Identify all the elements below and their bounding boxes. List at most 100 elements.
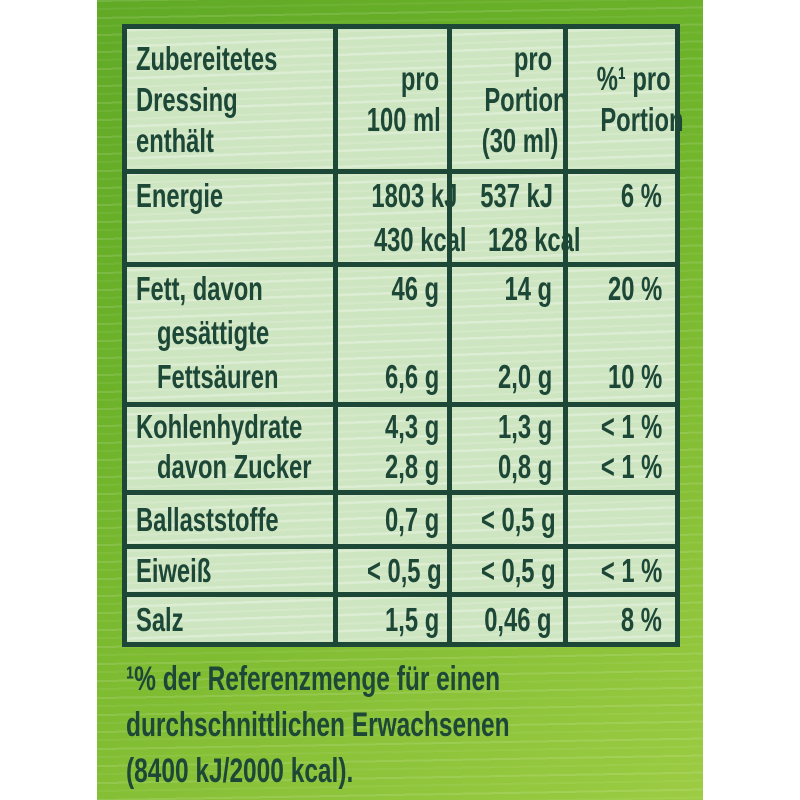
- value-text: < 1 %: [600, 408, 662, 445]
- label-cell: Ballaststoffe: [127, 495, 333, 544]
- label-cell: Kohlenhydrate davon Zucker: [127, 407, 333, 490]
- header-text: Zubereitetes: [136, 39, 278, 77]
- value-line: 4,3 g: [338, 408, 439, 446]
- label-text: Salz: [136, 600, 184, 638]
- value-line: 8 %: [568, 601, 662, 639]
- value-text: 0,46 g: [484, 600, 552, 638]
- per100-cell: 0,7 g: [333, 495, 447, 544]
- value-line: 0,46 g: [452, 601, 552, 639]
- label-text: Fettsäuren: [157, 358, 279, 395]
- header-text: %¹ pro: [596, 60, 671, 97]
- header-portion-cell: pro Portion (30 ml): [447, 29, 567, 169]
- value-line: 1,3 g: [452, 408, 552, 446]
- value-line: < 1 %: [568, 552, 662, 590]
- header-line: pro: [338, 58, 439, 99]
- label-cell: Salz: [127, 597, 333, 642]
- header-line: 100 ml: [338, 99, 441, 140]
- per100-cell: 1,5 g: [333, 597, 447, 642]
- value-line: 6 %: [568, 174, 662, 218]
- value-text: < 1 %: [600, 551, 662, 589]
- header-text: Portion: [484, 80, 568, 118]
- label-text: gesättigte: [157, 314, 270, 351]
- portion-cell: < 0,5 g: [447, 549, 563, 592]
- value-line: 128 kcal: [452, 218, 580, 262]
- value-text: 46 g: [391, 270, 439, 307]
- header-line: enthält: [136, 120, 333, 161]
- reference-footnote: ¹% der Referenzmenge für einen durchschn…: [126, 656, 686, 794]
- value-line: 0,8 g: [452, 448, 552, 486]
- value-text: 1803 kJ: [371, 177, 458, 214]
- value-text: 430 kcal: [373, 221, 467, 258]
- portion-cell: 537 kJ 128 kcal: [447, 174, 580, 262]
- value-line: 6,6 g: [338, 358, 439, 396]
- header-per100-cell: pro 100 ml: [333, 29, 447, 169]
- header-percent-cell: %¹ pro Portion: [563, 29, 683, 169]
- header-line: Dressing: [136, 79, 333, 120]
- portion-cell: < 0,5 g: [447, 495, 563, 544]
- header-line: %¹ pro: [568, 58, 671, 99]
- percent-cell: < 1 %: [563, 549, 675, 592]
- value-line: 1,5 g: [338, 601, 439, 639]
- table-row-energie: Energie 1803 kJ 430 kcal 537 kJ 128 kcal…: [127, 174, 675, 267]
- footnote-text: ¹% der Referenzmenge für einen: [126, 660, 501, 698]
- label-cell: Fett, davon gesättigte Fettsäuren: [127, 267, 333, 402]
- header-text: pro: [513, 39, 552, 77]
- label-text: davon Zucker: [157, 448, 312, 485]
- value-text: 10 %: [607, 358, 662, 395]
- percent-cell: [563, 495, 675, 544]
- value-text: 8 %: [621, 600, 662, 638]
- value-text: 4,3 g: [384, 408, 439, 445]
- value-text: 0,7 g: [384, 500, 439, 538]
- header-text: (30 ml): [481, 121, 559, 159]
- label-line: Ballaststoffe: [136, 501, 333, 539]
- table-row-kohlenhydrate: Kohlenhydrate davon Zucker 4,3 g 2,8 g 1…: [127, 407, 675, 495]
- value-text: 20 %: [607, 270, 662, 307]
- header-product-cell: Zubereitetes Dressing enthält: [127, 29, 333, 169]
- value-text: < 1 %: [600, 448, 662, 485]
- value-line: 46 g: [338, 270, 439, 308]
- per100-cell: 4,3 g 2,8 g: [333, 407, 447, 490]
- value-line: < 0,5 g: [452, 501, 556, 539]
- value-text: 6,6 g: [384, 358, 439, 395]
- table-row-ballaststoffe: Ballaststoffe 0,7 g < 0,5 g: [127, 495, 675, 549]
- value-text: < 0,5 g: [481, 500, 556, 538]
- footnote-line: durchschnittlichen Erwachsenen: [126, 702, 686, 748]
- value-text: < 0,5 g: [367, 551, 442, 589]
- label-line: Eiweiß: [136, 552, 333, 590]
- nutrition-table: Zubereitetes Dressing enthält pro 100 ml…: [122, 24, 683, 647]
- value-text: 6 %: [621, 177, 662, 214]
- table-row-fett: Fett, davon gesättigte Fettsäuren 46 g 6…: [127, 267, 675, 407]
- label-line: davon Zucker: [136, 448, 333, 486]
- footnote-line: ¹% der Referenzmenge für einen: [126, 656, 686, 702]
- label-line: Salz: [136, 601, 333, 639]
- value-line: < 1 %: [568, 408, 662, 446]
- percent-cell: 6 %: [563, 174, 675, 262]
- label-text: Energie: [136, 177, 224, 214]
- label-cell: Energie: [127, 174, 333, 262]
- value-text: 2,8 g: [384, 448, 439, 485]
- portion-cell: 14 g 2,0 g: [447, 267, 563, 402]
- value-line: 20 %: [568, 270, 662, 308]
- green-label-panel: Zubereitetes Dressing enthält pro 100 ml…: [97, 0, 703, 800]
- value-text: < 0,5 g: [481, 551, 556, 589]
- value-line: < 0,5 g: [452, 552, 556, 590]
- footnote-line: (8400 kJ/2000 kcal).: [126, 748, 686, 794]
- portion-cell: 1,3 g 0,8 g: [447, 407, 563, 490]
- value-line: 2,8 g: [338, 448, 439, 486]
- label-text: Ballaststoffe: [136, 500, 279, 538]
- table-row-eiweiss: Eiweiß < 0,5 g < 0,5 g < 1 %: [127, 549, 675, 597]
- footnote-text: (8400 kJ/2000 kcal).: [126, 752, 354, 790]
- value-line: 537 kJ: [452, 174, 553, 218]
- value-text: 537 kJ: [480, 177, 553, 214]
- table-row-salz: Salz 1,5 g 0,46 g 8 %: [127, 597, 675, 642]
- value-line: 2,0 g: [452, 358, 552, 396]
- percent-cell: 8 %: [563, 597, 675, 642]
- per100-cell: < 0,5 g: [333, 549, 447, 592]
- header-line: pro: [452, 38, 552, 79]
- value-text: 1,3 g: [497, 408, 552, 445]
- label-line: Energie: [136, 174, 333, 218]
- label-text: Eiweiß: [136, 551, 212, 589]
- value-line: 1803 kJ: [338, 174, 457, 218]
- value-text: 128 kcal: [487, 221, 581, 258]
- label-line: Fettsäuren: [136, 358, 333, 396]
